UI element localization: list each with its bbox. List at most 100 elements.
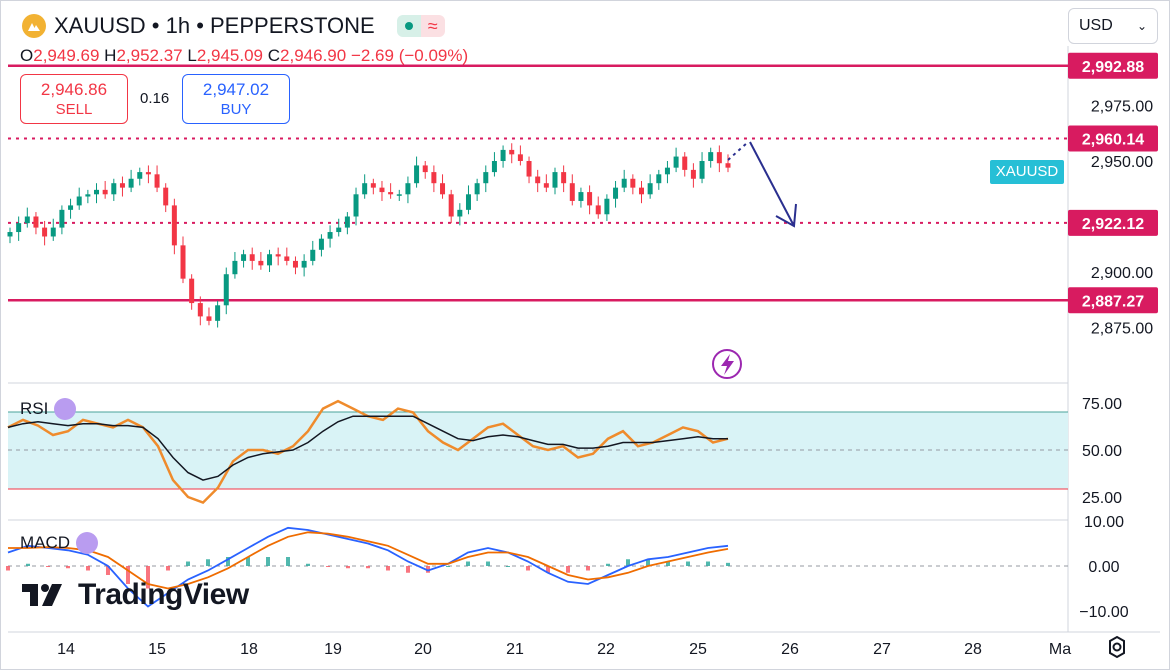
rsi-lines — [7, 399, 729, 505]
tradingview-logo-icon — [22, 584, 62, 606]
candle-body — [656, 174, 662, 184]
candle-body — [552, 172, 558, 188]
macd-histogram-bar — [166, 566, 170, 571]
candle-body — [171, 205, 177, 246]
macd-histogram-bar — [486, 561, 490, 566]
rsi-tick-label: 50.00 — [1082, 443, 1122, 460]
candle-body — [102, 189, 108, 195]
buy-button[interactable]: 2,947.02 BUY — [182, 74, 290, 124]
candle-body — [716, 152, 722, 164]
macd-histogram-bar — [26, 563, 30, 566]
macd-histogram-bar — [146, 566, 150, 589]
forecast-dotted-segment[interactable] — [727, 141, 749, 161]
macd-histogram-bar — [46, 566, 50, 567]
candle-body — [128, 178, 134, 188]
candle-body — [336, 227, 342, 233]
candle-body — [370, 183, 376, 188]
candle-body — [24, 216, 30, 224]
settings-icon[interactable] — [1104, 634, 1130, 660]
macd-histogram-bar — [566, 566, 570, 573]
level-price-label: 2,992.88 — [1082, 59, 1144, 76]
macd-histogram-bar — [526, 566, 530, 571]
macd-histogram-bar — [346, 566, 350, 569]
time-tick-label: Ma — [1049, 641, 1071, 658]
candle-body — [16, 223, 22, 233]
rsi-pane-label[interactable]: RSI — [20, 398, 77, 420]
indicator-settings-icon[interactable] — [76, 532, 99, 554]
candle-body — [76, 196, 82, 206]
symbol-title: XAUUSD • 1h • PEPPERSTONE — [54, 13, 375, 38]
candle-body — [673, 156, 679, 168]
macd-histogram-bar — [66, 566, 70, 569]
candles — [7, 143, 731, 328]
macd-histogram-bar — [286, 557, 290, 566]
macd-histogram-bar — [86, 566, 90, 571]
candle-body — [465, 194, 471, 210]
time-tick-label: 28 — [964, 641, 982, 658]
sell-button[interactable]: 2,946.86 SELL — [20, 74, 128, 124]
candle-body — [500, 149, 506, 161]
candle-body — [647, 183, 653, 195]
candle-body — [414, 165, 420, 184]
flash-icon[interactable] — [712, 349, 742, 379]
candle-body — [474, 183, 480, 195]
level-price-label: 2,960.14 — [1082, 131, 1144, 148]
time-tick-label: 14 — [57, 641, 75, 658]
candle-body — [725, 163, 731, 168]
candle-body — [223, 274, 229, 306]
level-price-label: 2,922.12 — [1082, 216, 1144, 233]
macd-pane-label[interactable]: MACD — [20, 532, 99, 554]
macd-histogram-bar — [266, 557, 270, 566]
data-delay-icon: ≈ — [420, 15, 445, 37]
symbol-header[interactable]: XAUUSD • 1h • PEPPERSTONE ≈ — [22, 12, 445, 40]
candle-body — [163, 187, 169, 206]
macd-histogram-bar — [586, 566, 590, 571]
candle-body — [206, 316, 212, 321]
macd-line — [7, 526, 729, 608]
macd-histogram-bar — [426, 566, 430, 573]
time-tick-label: 26 — [781, 641, 799, 658]
macd-histogram-bar — [546, 566, 550, 573]
candle-body — [284, 256, 290, 261]
candle-body — [440, 183, 446, 195]
level-lines[interactable]: 2,992.88 2,960.14 2,922.12 2,887.27 — [8, 52, 1158, 314]
candle-body — [621, 178, 627, 188]
ohlc-legend: O2,949.69 H2,952.37 L2,945.09 C2,946.90 … — [20, 46, 469, 65]
macd-histogram-bar — [6, 566, 10, 571]
candle-body — [699, 161, 705, 179]
macd-histogram-bar — [646, 559, 650, 566]
price-tick-label: 2,975.00 — [1091, 99, 1153, 116]
macd-histogram-bar — [666, 561, 670, 566]
candle-body — [318, 238, 324, 250]
level-price-tag — [1068, 125, 1158, 152]
macd-histogram-bar — [306, 563, 310, 566]
candle-body — [509, 149, 515, 155]
currency-select[interactable]: USD ⌄ — [1068, 8, 1158, 44]
macd-histogram-bar — [226, 557, 230, 566]
macd-histogram-bar — [706, 561, 710, 566]
candle-body — [301, 260, 307, 268]
candle-body — [682, 156, 688, 170]
forecast-arrow[interactable] — [749, 141, 795, 227]
candle-body — [491, 161, 497, 173]
symbol-price-tag[interactable]: XAUUSD — [990, 160, 1064, 184]
time-tick-label: 20 — [414, 641, 432, 658]
candle-body — [690, 169, 696, 179]
macd-histogram-bar — [626, 559, 630, 566]
candle-body — [42, 227, 48, 237]
time-tick-label: 15 — [148, 641, 166, 658]
indicator-settings-icon[interactable] — [54, 398, 77, 420]
time-tick-label: 27 — [873, 641, 891, 658]
level-price-tag — [1068, 52, 1158, 79]
macd-histogram-bar — [106, 566, 110, 575]
macd-tick-label: 0.00 — [1088, 559, 1119, 576]
candle-body — [310, 249, 316, 261]
candle-body — [431, 172, 437, 184]
time-tick-label: 22 — [597, 641, 615, 658]
market-status-pill[interactable]: ≈ — [396, 15, 445, 37]
spread-value: 0.16 — [140, 90, 170, 107]
candle-body — [422, 165, 428, 173]
rsi-tick-label: 75.00 — [1082, 396, 1122, 413]
tradingview-watermark: TradingView — [22, 578, 249, 612]
